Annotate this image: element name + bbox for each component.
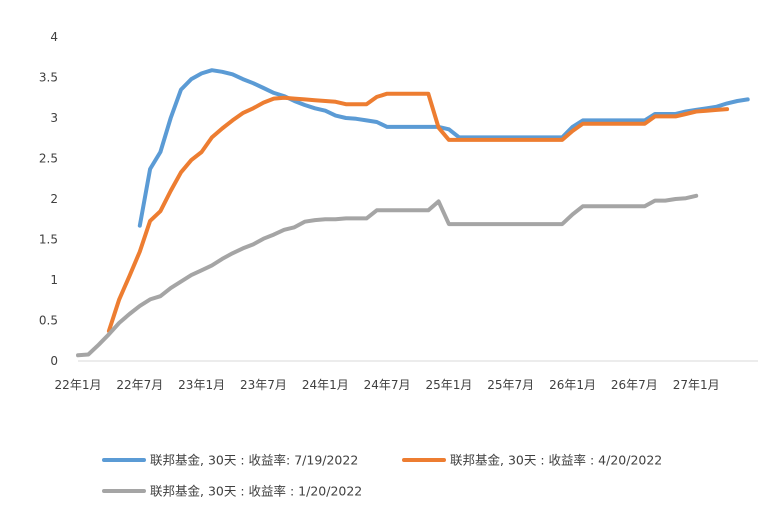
series-line-3 (76, 193, 699, 358)
legend-label-2: 联邦基金, 30天 : 收益率 : 4/20/2022 (450, 453, 662, 468)
legend-label-3: 联邦基金, 30天 : 收益率 : 1/20/2022 (150, 484, 362, 499)
y-tick-label: 4 (50, 30, 58, 44)
x-tick-label: 23年1月 (178, 378, 225, 392)
y-tick-label: 1.5 (39, 233, 58, 247)
y-tick-label: 2 (50, 192, 58, 206)
legend: 联邦基金, 30天 : 收益率: 7/19/2022 联邦基金, 30天 : 收益… (102, 453, 662, 499)
y-tick-label: 0 (50, 354, 58, 368)
x-tick-label: 25年7月 (487, 378, 534, 392)
series-line-1 (137, 68, 750, 228)
x-tick-label: 26年7月 (611, 378, 658, 392)
x-tick-label: 25年1月 (425, 378, 472, 392)
x-tick-label: 27年1月 (673, 378, 720, 392)
y-tick-label: 0.5 (39, 314, 58, 328)
x-tick-label: 26年1月 (549, 378, 596, 392)
x-tick-label: 22年7月 (116, 378, 163, 392)
legend-label-1: 联邦基金, 30天 : 收益率: 7/19/2022 (150, 453, 358, 468)
x-tick-label: 24年1月 (302, 378, 349, 392)
x-tick-label: 23年7月 (240, 378, 287, 392)
y-tick-label: 2.5 (39, 152, 58, 166)
y-tick-label: 3.5 (39, 71, 58, 85)
x-axis: 22年1月 22年7月 23年1月 23年7月 24年1月 24年7月 25年1月 25年7月… (55, 360, 758, 392)
series-line-2 (106, 91, 730, 333)
x-tick-label: 24年7月 (364, 378, 411, 392)
y-axis: 0 0.5 1 1.5 2 2.5 3 3.5 4 (39, 30, 58, 368)
x-tick-label: 22年1月 (55, 378, 102, 392)
y-tick-label: 1 (50, 273, 58, 287)
series-lines (76, 68, 750, 358)
y-tick-label: 3 (50, 111, 58, 125)
